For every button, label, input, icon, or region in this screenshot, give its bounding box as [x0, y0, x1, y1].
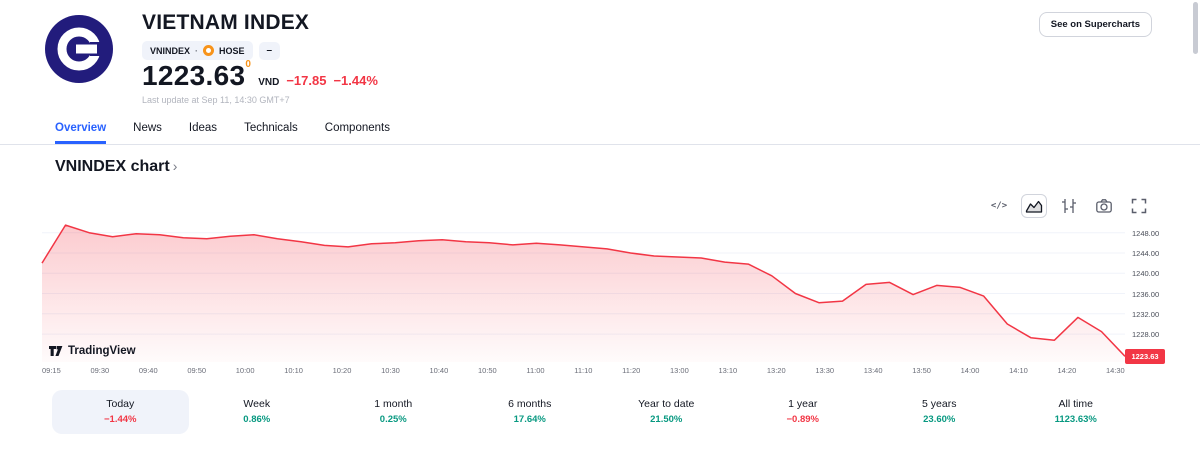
x-axis-label: 11:00 [526, 366, 545, 375]
period-label: All time [1058, 398, 1093, 410]
separator-dot: · [195, 45, 199, 56]
page-title: VIETNAM INDEX [142, 11, 310, 34]
price-chart-svg [41, 224, 1126, 362]
x-axis: 09:15 09:30 09:40 09:50 10:00 10:10 10:20 10:30… [42, 366, 1125, 375]
tabs-divider [0, 144, 1200, 145]
scrollbar[interactable] [1193, 2, 1198, 54]
last-price: 1223.630 [142, 59, 252, 91]
change-absolute: −17.85 [286, 73, 327, 88]
bars-icon[interactable] [1056, 194, 1082, 218]
symbol-label: VNINDEX [150, 45, 191, 56]
x-axis-label: 13:40 [863, 366, 883, 375]
x-axis-label: 10:40 [429, 366, 449, 375]
area-chart-icon[interactable] [1021, 194, 1047, 218]
tradingview-watermark[interactable]: TradingView [48, 343, 136, 358]
period-value: 23.60% [923, 414, 956, 425]
y-axis: 1223.63 1248.00 1244.00 1240.00 1236.00 1232… [1125, 220, 1190, 365]
y-axis-label: 1244.00 [1132, 248, 1160, 258]
y-axis-label: 1236.00 [1132, 289, 1160, 299]
x-axis-label: 09:30 [90, 366, 110, 375]
x-axis-label: 09:40 [138, 366, 158, 375]
x-axis-label: 10:50 [477, 366, 497, 375]
price-row: 1223.630 VND −17.85 −1.44% [142, 59, 378, 92]
x-axis-label: 13:00 [670, 366, 689, 375]
y-axis-label: 1232.00 [1132, 309, 1160, 319]
period-today[interactable]: Today −1.44% [52, 390, 189, 434]
symbol-badge[interactable]: VNINDEX · HOSE [142, 41, 253, 60]
tab-components[interactable]: Components [324, 122, 390, 134]
period-5-years[interactable]: 5 years 23.60% [871, 390, 1008, 434]
x-axis-label: 09:50 [187, 366, 207, 375]
x-axis-label: 11:10 [574, 366, 593, 375]
price-chart[interactable] [41, 220, 1126, 362]
x-axis-label: 13:50 [912, 366, 931, 375]
period-label: 1 year [788, 398, 818, 410]
period-1-month[interactable]: 1 month 0.25% [325, 390, 462, 434]
period-value: −1.44% [104, 414, 137, 425]
period-value: 0.25% [379, 414, 407, 425]
period-1-year[interactable]: 1 year −0.89% [735, 390, 872, 434]
period-label: 5 years [922, 398, 957, 410]
symbol-badge-row: VNINDEX · HOSE – [142, 41, 281, 60]
market-status-button[interactable]: – [258, 41, 281, 60]
x-axis-label: 10:20 [332, 366, 352, 375]
x-axis-label: 10:00 [235, 366, 255, 375]
period-label: Year to date [638, 398, 695, 410]
tab-technicals[interactable]: Technicals [244, 122, 298, 134]
y-axis-label: 1228.00 [1132, 330, 1160, 340]
period-label: Today [106, 398, 135, 410]
vnindex-logo [43, 13, 115, 85]
period-value: 0.86% [243, 414, 271, 425]
x-axis-label: 11:20 [622, 366, 641, 375]
tab-bar: Overview News Ideas Technicals Component… [55, 122, 390, 144]
x-axis-label: 14:30 [1105, 366, 1125, 375]
watermark-label: TradingView [68, 344, 136, 357]
period-label: 6 months [508, 398, 552, 410]
performance-periods: Today −1.44% Week 0.86% 1 month 0.25% 6 … [52, 390, 1144, 434]
x-axis-label: 14:10 [1009, 366, 1028, 375]
hose-exchange-icon [203, 45, 215, 56]
period-label: Week [243, 398, 271, 410]
last-price-badge: 1223.63 [1125, 349, 1165, 365]
code-icon[interactable]: </> [986, 194, 1012, 218]
x-axis-label: 13:10 [718, 366, 738, 375]
currency-label: VND [258, 77, 280, 88]
camera-icon[interactable] [1091, 194, 1117, 218]
tab-ideas[interactable]: Ideas [188, 122, 218, 134]
price-superscript: 0 [245, 59, 252, 70]
period-week[interactable]: Week 0.86% [189, 390, 326, 434]
period-all-time[interactable]: All time 1123.63% [1008, 390, 1145, 434]
period-value: 17.64% [513, 414, 546, 425]
period-value: 1123.63% [1054, 414, 1097, 425]
x-axis-label: 14:00 [960, 366, 980, 375]
see-on-supercharts-button[interactable]: See on Supercharts [1038, 12, 1152, 37]
chart-section-link[interactable]: VNINDEX chart › [55, 158, 177, 176]
change-percent: −1.44% [333, 73, 378, 88]
tab-overview[interactable]: Overview [55, 122, 107, 144]
x-axis-label: 10:10 [284, 366, 303, 375]
y-axis-label: 1240.00 [1132, 269, 1160, 279]
exchange-label: HOSE [219, 45, 245, 56]
x-axis-label: 13:30 [815, 366, 835, 375]
period-value: 21.50% [650, 414, 683, 425]
chevron-right-icon: › [172, 158, 178, 174]
x-axis-label: 09:15 [42, 366, 61, 375]
x-axis-label: 10:30 [381, 366, 400, 375]
chart-toolbar: </> [986, 194, 1152, 218]
chart-section-title: VNINDEX chart [55, 158, 170, 175]
period-year-to-date[interactable]: Year to date 21.50% [598, 390, 735, 434]
period-value: −0.89% [786, 414, 820, 425]
tradingview-logo-icon [49, 346, 63, 356]
y-axis-label: 1248.00 [1132, 228, 1160, 238]
fullscreen-icon[interactable] [1126, 194, 1152, 218]
period-label: 1 month [374, 398, 413, 410]
tab-news[interactable]: News [133, 122, 162, 134]
x-axis-label: 14:20 [1057, 366, 1077, 375]
period-6-months[interactable]: 6 months 17.64% [462, 390, 599, 434]
x-axis-label: 13:20 [766, 366, 786, 375]
last-update-text: Last update at Sep 11, 14:30 GMT+7 [142, 95, 290, 105]
